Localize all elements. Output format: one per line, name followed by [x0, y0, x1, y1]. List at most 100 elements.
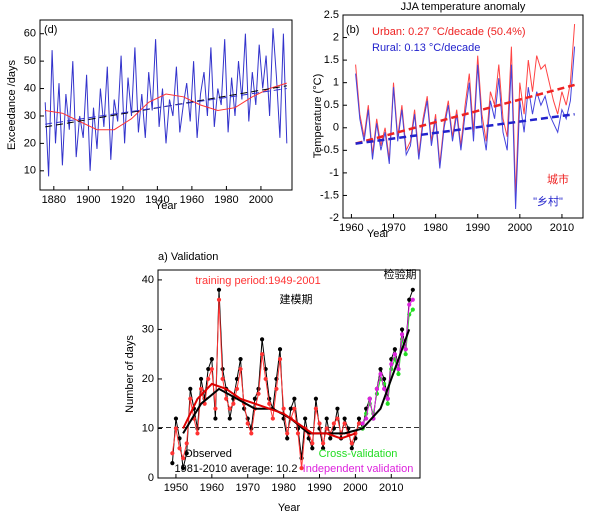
y-tick-label: 20	[142, 373, 154, 385]
point	[285, 431, 290, 436]
x-tick-label: 1880	[42, 194, 66, 206]
point	[299, 465, 304, 471]
x-tick-label: 2000	[249, 194, 273, 206]
legend-label: Observed	[184, 448, 232, 460]
point	[292, 406, 297, 411]
point	[245, 421, 250, 426]
point	[385, 401, 390, 406]
point	[396, 366, 401, 372]
point	[385, 396, 390, 401]
legend-label: Cross-validation	[319, 448, 398, 460]
point	[382, 376, 387, 382]
series-line	[45, 82, 287, 131]
point	[310, 446, 315, 451]
plot-frame	[342, 14, 584, 219]
point	[170, 461, 175, 466]
point	[270, 416, 275, 421]
point	[324, 426, 329, 431]
x-tick-label: 1980	[423, 222, 447, 234]
point	[349, 441, 354, 446]
x-tick-label: 1940	[145, 194, 169, 206]
y-tick-label: 30	[24, 110, 36, 122]
point	[238, 357, 243, 362]
series-line	[44, 28, 288, 177]
x-tick-label: 1980	[214, 194, 238, 206]
series-line	[182, 382, 356, 440]
annotation: "乡村"	[533, 194, 563, 208]
x-tick-label: 1970	[235, 482, 259, 494]
point	[231, 401, 236, 406]
y-tick-label: 2.5	[324, 9, 339, 21]
point	[181, 456, 186, 461]
point	[177, 446, 182, 451]
x-tick-label: 1960	[339, 222, 363, 234]
annotation: 城市	[547, 172, 569, 186]
y-tick-label: 0	[333, 122, 339, 134]
series-line	[45, 88, 287, 125]
x-tick-label: 1960	[180, 194, 204, 206]
x-tick-label: 1970	[381, 222, 405, 234]
point	[184, 441, 189, 446]
point	[313, 396, 319, 401]
annotation: 检验期	[384, 267, 417, 281]
y-tick-label: 60	[24, 28, 36, 40]
point	[328, 436, 333, 441]
point	[399, 327, 405, 332]
y-tick-label: -1.5	[320, 189, 339, 201]
plot-frame	[39, 19, 293, 191]
point	[331, 421, 336, 426]
point	[378, 366, 383, 372]
point	[407, 302, 412, 307]
legend-label: Independent validation	[303, 463, 414, 475]
point	[256, 391, 261, 396]
x-tick-label: 1990	[307, 482, 331, 494]
point	[285, 436, 290, 441]
point	[173, 426, 179, 431]
point	[392, 352, 397, 357]
point	[216, 287, 222, 292]
annotation: (b)	[346, 24, 359, 36]
point	[356, 421, 362, 426]
x-tick-label: 1980	[271, 482, 295, 494]
point	[342, 421, 347, 426]
point	[410, 297, 415, 302]
point	[382, 386, 387, 391]
point	[209, 357, 214, 362]
point	[213, 406, 218, 411]
point	[220, 376, 225, 382]
point	[320, 446, 326, 451]
y-tick-label: 30	[142, 323, 154, 335]
point	[410, 307, 415, 312]
point	[407, 297, 412, 302]
series-line	[182, 329, 411, 435]
y-axis-label: Temperature (°C)	[312, 74, 324, 158]
annotation: Rural: 0.13 °C/decade	[372, 42, 480, 54]
point	[356, 416, 362, 421]
point	[259, 352, 265, 357]
x-tick-label: 1950	[164, 482, 188, 494]
point	[213, 416, 218, 421]
point	[249, 431, 254, 436]
y-tick-label: 0	[148, 472, 154, 484]
point	[216, 297, 222, 302]
point	[410, 287, 415, 292]
x-tick-label: 1900	[76, 194, 100, 206]
annotation: 建模期	[280, 292, 313, 306]
series-line	[355, 83, 575, 145]
point	[378, 371, 383, 377]
plot-frame	[157, 269, 421, 479]
legend-label: training period:1949-2001	[195, 275, 320, 287]
point	[320, 441, 326, 446]
point	[349, 446, 354, 451]
point	[288, 406, 293, 411]
y-tick-label: 50	[24, 55, 36, 67]
point	[374, 386, 380, 391]
point	[396, 371, 401, 377]
point	[188, 396, 193, 401]
y-axis-label: Exceedance /days	[6, 60, 18, 150]
chart-title: JJA temperature anomaly	[401, 1, 526, 13]
y-tick-label: 40	[24, 82, 36, 94]
point	[389, 361, 394, 367]
annotation: Urban: 0.27 °C/decade (50.4%)	[372, 26, 526, 38]
point	[303, 416, 308, 421]
